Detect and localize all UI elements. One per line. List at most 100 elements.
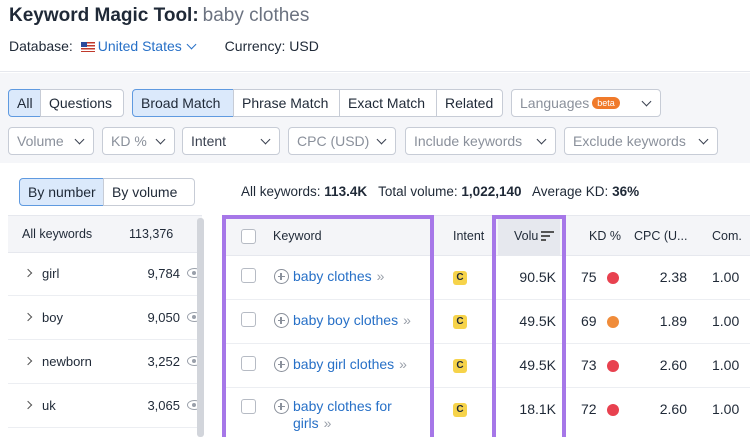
exclude-keywords-filter[interactable]: Exclude keywords — [564, 127, 718, 155]
add-to-list-icon[interactable] — [274, 399, 289, 414]
chevron-down-icon — [698, 134, 709, 145]
chevron-right-icon[interactable] — [23, 268, 33, 278]
page-header: Keyword Magic Tool: baby clothes Database… — [0, 0, 750, 72]
chevron-right-icon[interactable] — [23, 356, 33, 366]
group-item[interactable]: uk 3,065 — [8, 385, 202, 428]
tool-title: Keyword Magic Tool: — [9, 5, 199, 26]
intent-filter-label: Intent — [191, 133, 227, 149]
group-count: 3,252 — [147, 354, 180, 369]
intent-badge: C — [453, 271, 467, 285]
group-label: newborn — [42, 354, 92, 369]
chevron-right-icon[interactable] — [23, 312, 33, 322]
tab-broad-match[interactable]: Broad Match — [132, 89, 234, 117]
table-row: baby clothes» C 90.5K 75 2.38 1.00 — [222, 256, 750, 300]
kd-difficulty-dot — [607, 316, 619, 328]
keywords-summary: All keywords: 113.4K Total volume: 1,022… — [241, 184, 639, 199]
double-chevron-icon[interactable]: » — [403, 312, 411, 328]
keyword-link[interactable]: baby girl clothes» — [293, 356, 407, 373]
total-volume-value: 1,022,140 — [461, 184, 522, 199]
column-kd[interactable]: KD % — [589, 229, 621, 243]
keyword-link[interactable]: baby clothes for girls» — [293, 398, 392, 432]
volume-filter-label: Volume — [17, 133, 64, 149]
languages-dropdown[interactable]: Languages beta — [511, 89, 661, 117]
keyword-link[interactable]: baby clothes» — [293, 268, 385, 285]
column-intent[interactable]: Intent — [453, 229, 485, 243]
row-checkbox[interactable] — [241, 356, 256, 371]
sort-icon[interactable] — [541, 231, 554, 241]
volume-value: 90.5K — [519, 269, 556, 285]
tab-exact-match[interactable]: Exact Match — [339, 89, 437, 117]
languages-label: Languages — [520, 95, 590, 111]
kd-value: 69 — [581, 313, 597, 329]
add-to-list-icon[interactable] — [274, 357, 289, 372]
tab-phrase-match[interactable]: Phrase Match — [233, 89, 340, 117]
double-chevron-icon[interactable]: » — [399, 356, 407, 372]
chevron-down-icon — [260, 134, 271, 145]
page-title: Keyword Magic Tool: baby clothes — [9, 5, 309, 27]
column-com[interactable]: Com. — [712, 229, 742, 243]
chevron-down-icon — [186, 39, 197, 50]
kd-value: 73 — [581, 357, 597, 373]
table-row: baby clothes for girls» C 18.1K 72 2.60 1… — [222, 388, 750, 437]
chevron-right-icon[interactable] — [23, 400, 33, 410]
volume-filter[interactable]: Volume — [8, 127, 94, 155]
cpc-filter[interactable]: CPC (USD) — [288, 127, 396, 155]
by-number-toggle[interactable]: By number — [19, 178, 104, 206]
cpc-value: 2.60 — [659, 357, 687, 373]
competition-value: 1.00 — [712, 269, 740, 285]
intent-badge: C — [453, 315, 467, 329]
keyword-text: baby clothes — [293, 268, 372, 284]
tab-related[interactable]: Related — [436, 89, 503, 117]
currency-label: Currency: USD — [224, 38, 319, 54]
all-keywords-summary-label: All keywords: — [241, 184, 321, 199]
group-label: girl — [42, 266, 60, 281]
cpc-filter-label: CPC (USD) — [297, 133, 370, 149]
row-checkbox[interactable] — [241, 312, 256, 327]
groups-header[interactable]: All keywords 113,376 — [8, 215, 202, 253]
group-label: boy — [42, 310, 63, 325]
row-checkbox[interactable] — [241, 399, 256, 414]
keyword-link[interactable]: baby boy clothes» — [293, 312, 411, 329]
keyword-groups-panel: By number By volume All keywords 113,376… — [8, 171, 206, 437]
group-item[interactable]: girl 9,784 — [8, 253, 202, 296]
chevron-down-icon — [641, 96, 652, 107]
add-to-list-icon[interactable] — [274, 269, 289, 284]
table-row: baby girl clothes» C 49.5K 73 2.60 1.00 — [222, 344, 750, 388]
double-chevron-icon[interactable]: » — [376, 268, 385, 284]
keyword-text: baby girl clothes — [293, 356, 395, 372]
kd-filter[interactable]: KD % — [102, 127, 175, 155]
database-label: Database: — [9, 38, 73, 54]
intent-filter[interactable]: Intent — [182, 127, 280, 155]
keyword-text: baby clothes for — [293, 398, 392, 414]
kd-value: 75 — [581, 269, 597, 285]
all-keywords-label: All keywords — [22, 227, 93, 241]
add-to-list-icon[interactable] — [274, 313, 289, 328]
column-volume: Volu — [514, 229, 539, 243]
column-volume-sorted[interactable]: Volu — [498, 216, 560, 255]
group-item[interactable]: newborn 3,252 — [8, 341, 202, 384]
column-keyword[interactable]: Keyword — [273, 229, 322, 243]
group-count: 3,065 — [147, 398, 180, 413]
volume-value: 18.1K — [519, 401, 556, 417]
chevron-down-icon — [155, 134, 166, 145]
include-keywords-filter[interactable]: Include keywords — [405, 127, 556, 155]
average-kd-label: Average KD: — [532, 184, 609, 199]
tab-questions[interactable]: Questions — [40, 89, 124, 117]
exclude-keywords-label: Exclude keywords — [573, 133, 686, 149]
tab-all[interactable]: All — [8, 89, 41, 117]
cpc-value: 1.89 — [659, 313, 687, 329]
keyword-text-line2: girls — [293, 415, 319, 431]
by-volume-toggle[interactable]: By volume — [103, 178, 195, 206]
groups-scrollbar[interactable] — [197, 218, 204, 437]
kd-difficulty-dot — [607, 360, 619, 372]
row-checkbox[interactable] — [241, 268, 256, 283]
select-all-checkbox[interactable] — [241, 229, 256, 244]
group-item[interactable]: boy 9,050 — [8, 297, 202, 340]
column-cpc[interactable]: CPC (U... — [634, 229, 688, 243]
database-meta: Database: United States Currency: USD — [9, 38, 319, 54]
database-selector[interactable]: United States — [77, 38, 201, 54]
all-keywords-summary-value: 113.4K — [324, 184, 368, 199]
double-chevron-icon[interactable]: » — [323, 415, 332, 431]
database-value: United States — [97, 38, 182, 54]
all-keywords-count: 113,376 — [129, 227, 174, 241]
